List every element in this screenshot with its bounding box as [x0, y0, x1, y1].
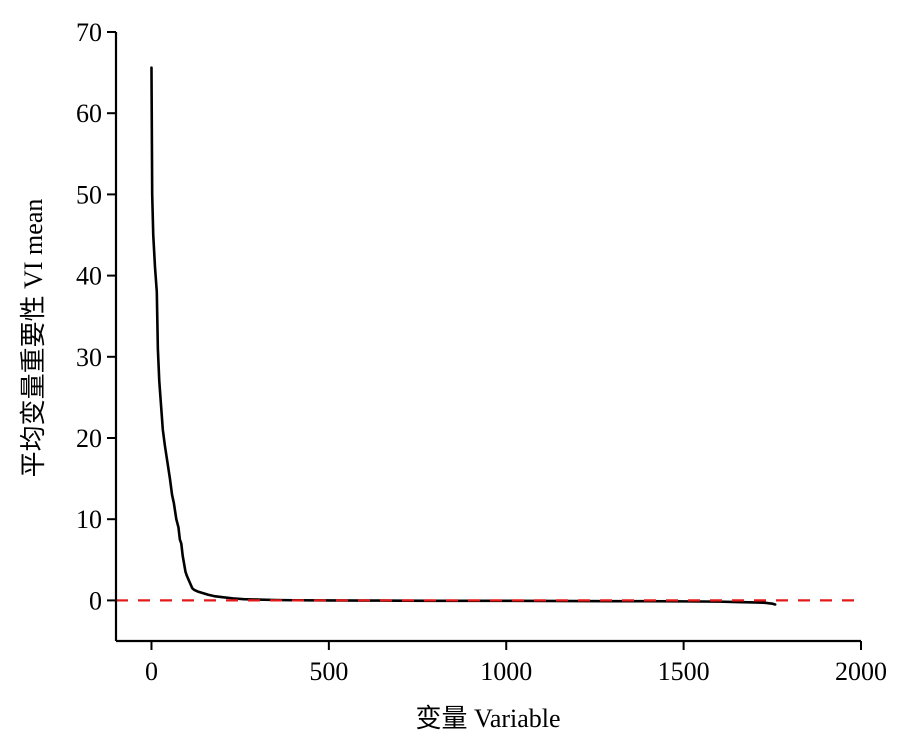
x-tick-label: 1000 [480, 657, 532, 686]
y-tick-label: 40 [76, 262, 102, 291]
plot-area [116, 66, 861, 606]
y-tick-label: 60 [76, 99, 102, 128]
y-tick-label: 0 [89, 586, 102, 615]
y-tick-label: 70 [76, 18, 102, 47]
y-tick-label: 20 [76, 424, 102, 453]
axes: 0 500 1000 1500 2000 0 10 20 30 40 50 60 70 [76, 18, 887, 686]
y-tick-label: 50 [76, 180, 102, 209]
x-tick-label: 2000 [835, 657, 887, 686]
x-axis-title: 变量 Variable [415, 704, 560, 733]
vi-mean-line [150, 66, 777, 606]
y-axis-title: 平均变量重要性 VI mean [19, 199, 48, 478]
x-tick-label: 1500 [658, 657, 710, 686]
x-tick-label: 0 [145, 657, 158, 686]
x-tick-label: 500 [309, 657, 348, 686]
y-tick-label: 10 [76, 505, 102, 534]
y-tick-label: 30 [76, 343, 102, 372]
